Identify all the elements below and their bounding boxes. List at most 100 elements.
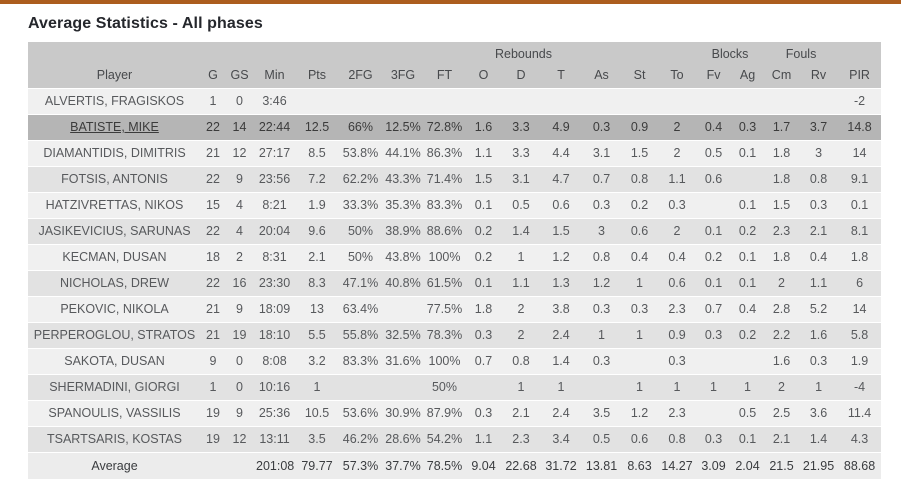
stat-cell-ag: 0.2 (731, 217, 765, 244)
stat-cell-st (621, 347, 659, 374)
stat-cell-cm: 1.8 (764, 165, 800, 192)
player-name-link[interactable]: PEKOVIC, NIKOLA (28, 295, 201, 322)
column-header-min: Min (254, 62, 295, 88)
stat-cell-t: 1.3 (540, 269, 583, 296)
stat-cell-3fg (382, 87, 424, 114)
stat-cell-min: 23:30 (254, 269, 295, 296)
stat-cell-ft: 72.8% (424, 113, 465, 140)
player-name-link[interactable]: SPANOULIS, VASSILIS (28, 399, 201, 426)
stat-cell-pts: 8.3 (295, 269, 339, 296)
column-header-to: To (658, 62, 697, 88)
stat-cell-cm: 1.8 (764, 139, 800, 166)
player-name-link[interactable]: BATISTE, MIKE (28, 113, 201, 140)
stat-cell-cm: 2.1 (764, 425, 800, 452)
average-cell-pir: 88.68 (838, 451, 882, 479)
stat-cell-to: 0.6 (658, 269, 697, 296)
stat-cell-d: 2 (502, 295, 540, 322)
stat-cell-min: 18:09 (254, 295, 295, 322)
player-name-link[interactable]: SAKOTA, DUSAN (28, 347, 201, 374)
player-name-link[interactable]: NICHOLAS, DREW (28, 269, 201, 296)
stat-cell-ft: 54.2% (424, 425, 465, 452)
stat-cell-3fg: 12.5% (382, 113, 424, 140)
player-name-link[interactable]: HATZIVRETTAS, NIKOS (28, 191, 201, 218)
stat-cell-ft: 87.9% (424, 399, 465, 426)
stat-cell-as: 0.8 (582, 243, 622, 270)
stat-cell-as (582, 87, 622, 114)
stat-cell-to: 2.3 (658, 295, 697, 322)
player-name-link[interactable]: TSARTSARIS, KOSTAS (28, 425, 201, 452)
stat-cell-d: 0.5 (502, 191, 540, 218)
stat-cell-g: 18 (201, 243, 225, 270)
stat-cell-t: 1.5 (540, 217, 583, 244)
column-header-g: G (201, 62, 225, 88)
column-header-pts: Pts (295, 62, 339, 88)
stat-cell-gs: 9 (225, 295, 254, 322)
stat-cell-3fg: 30.9% (382, 399, 424, 426)
stat-cell-pts: 12.5 (295, 113, 339, 140)
table-body: ALVERTIS, FRAGISKOS 1 0 3:46 -2 BATISTE, MIKE… (28, 87, 882, 452)
stat-cell-rv: 1.1 (799, 269, 839, 296)
average-cell-st: 8.63 (621, 451, 659, 479)
stat-cell-fv: 0.1 (696, 269, 732, 296)
stat-cell-t: 1 (540, 373, 583, 400)
stat-cell-g: 22 (201, 269, 225, 296)
stat-cell-ft (424, 87, 465, 114)
average-cell-min: 201:08 (254, 451, 295, 479)
column-header-ft: FT (424, 62, 465, 88)
stat-cell-d: 1 (502, 243, 540, 270)
stat-cell-2fg: 50% (339, 243, 382, 270)
stat-cell-pir: 8.1 (838, 217, 882, 244)
stat-cell-fv: 0.6 (696, 165, 732, 192)
stat-cell-gs: 12 (225, 425, 254, 452)
average-cell-as: 13.81 (582, 451, 622, 479)
stat-cell-rv: 0.4 (799, 243, 839, 270)
stat-cell-min: 18:10 (254, 321, 295, 348)
stat-cell-d: 0.8 (502, 347, 540, 374)
table-row-sakota-dusan: SAKOTA, DUSAN 9 0 8:08 3.2 83.3% 31.6% 100% 0.7 0… (28, 347, 882, 374)
stat-cell-st: 0.4 (621, 243, 659, 270)
group-header-fouls: Fouls (764, 42, 839, 62)
stat-cell-pts: 7.2 (295, 165, 339, 192)
stat-cell-ft: 50% (424, 373, 465, 400)
stat-cell-ag (731, 87, 765, 114)
stat-cell-rv: 0.8 (799, 165, 839, 192)
player-name-link[interactable]: FOTSIS, ANTONIS (28, 165, 201, 192)
player-name-link[interactable]: JASIKEVICIUS, SARUNAS (28, 217, 201, 244)
stat-cell-o: 1.5 (465, 165, 502, 192)
column-header-t: T (540, 62, 583, 88)
stat-cell-2fg (339, 373, 382, 400)
stat-cell-3fg (382, 373, 424, 400)
player-name-link[interactable]: PERPEROGLOU, STRATOS (28, 321, 201, 348)
stat-cell-ag: 0.5 (731, 399, 765, 426)
stat-cell-pts (295, 87, 339, 114)
player-name-link[interactable]: KECMAN, DUSAN (28, 243, 201, 270)
stat-cell-d (502, 87, 540, 114)
stat-cell-fv (696, 87, 732, 114)
stat-cell-g: 21 (201, 139, 225, 166)
player-name-link[interactable]: DIAMANTIDIS, DIMITRIS (28, 139, 201, 166)
stat-cell-cm: 2.8 (764, 295, 800, 322)
player-name-link[interactable]: ALVERTIS, FRAGISKOS (28, 87, 201, 114)
stat-cell-ag: 0.1 (731, 191, 765, 218)
stat-cell-pir: 1.8 (838, 243, 882, 270)
stat-cell-t: 0.6 (540, 191, 583, 218)
stat-cell-ag: 0.3 (731, 113, 765, 140)
stat-cell-3fg: 43.3% (382, 165, 424, 192)
column-header-as: As (582, 62, 622, 88)
table-header: Rebounds Blocks Fouls Player G GS Min Pts 2FG 3F… (28, 42, 882, 88)
player-name-link[interactable]: SHERMADINI, GIORGI (28, 373, 201, 400)
stat-cell-2fg: 50% (339, 217, 382, 244)
stat-cell-as: 0.3 (582, 295, 622, 322)
stat-cell-gs: 0 (225, 87, 254, 114)
stat-cell-g: 22 (201, 165, 225, 192)
stat-cell-ft: 77.5% (424, 295, 465, 322)
average-cell-t: 31.72 (540, 451, 583, 479)
stat-cell-to: 0.9 (658, 321, 697, 348)
stat-cell-ag: 0.1 (731, 269, 765, 296)
table-footer: Average 201:08 79.77 57.3% 37.7% 78.5% 9.04 22.… (28, 451, 882, 479)
column-header-pir: PIR (838, 62, 882, 88)
average-cell-3fg: 37.7% (382, 451, 424, 479)
stat-cell-g: 15 (201, 191, 225, 218)
average-cell-2fg: 57.3% (339, 451, 382, 479)
